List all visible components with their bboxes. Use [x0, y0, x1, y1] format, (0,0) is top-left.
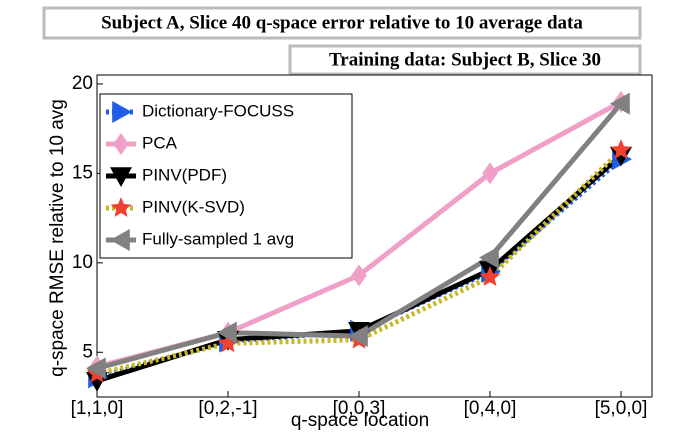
marker: [479, 246, 499, 269]
legend-label: Fully-sampled 1 avg: [142, 229, 294, 248]
marker: [110, 229, 130, 251]
y-tick-label: 20: [72, 73, 93, 94]
legend-label: PCA: [142, 133, 178, 152]
marker: [482, 162, 498, 185]
marker: [113, 133, 129, 155]
marker: [110, 167, 132, 187]
legend-box: [99, 93, 353, 259]
x-tick-label: [5,0,0]: [595, 398, 648, 419]
x-tick-label: [0,4,0]: [464, 398, 517, 419]
marker: [217, 321, 237, 344]
chart-title: Subject A, Slice 40 q-space error relati…: [101, 12, 583, 33]
marker: [610, 146, 632, 167]
marker: [351, 264, 367, 287]
marker: [86, 357, 106, 380]
marker: [610, 92, 630, 115]
plot-area: [96, 74, 653, 398]
y-tick-label: 5: [82, 341, 93, 362]
x-tick-label: [1,1,0]: [71, 398, 124, 419]
y-tick-label: 15: [72, 162, 93, 183]
x-tick-label: [0,2,-1]: [198, 398, 257, 419]
legend-label: PINV(PDF): [142, 165, 227, 184]
x-axis-label: q-space location: [291, 410, 429, 431]
chart-subtitle: Training data: Subject B, Slice 30: [329, 49, 601, 70]
legend-label: Dictionary-FOCUSS: [142, 101, 294, 120]
y-axis-label: q-space RMSE relative to 10 avg: [47, 99, 68, 377]
marker: [479, 266, 501, 287]
marker: [610, 139, 632, 160]
subtitle-box: [288, 44, 642, 76]
legend-label: PINV(K-SVD): [142, 197, 245, 216]
marker: [112, 101, 132, 123]
marker: [110, 197, 132, 217]
x-tick-label: [0,0,3]: [333, 398, 386, 419]
title-box: [42, 6, 642, 40]
marker: [348, 325, 368, 348]
y-tick-label: 10: [72, 252, 93, 273]
marker: [217, 332, 239, 353]
